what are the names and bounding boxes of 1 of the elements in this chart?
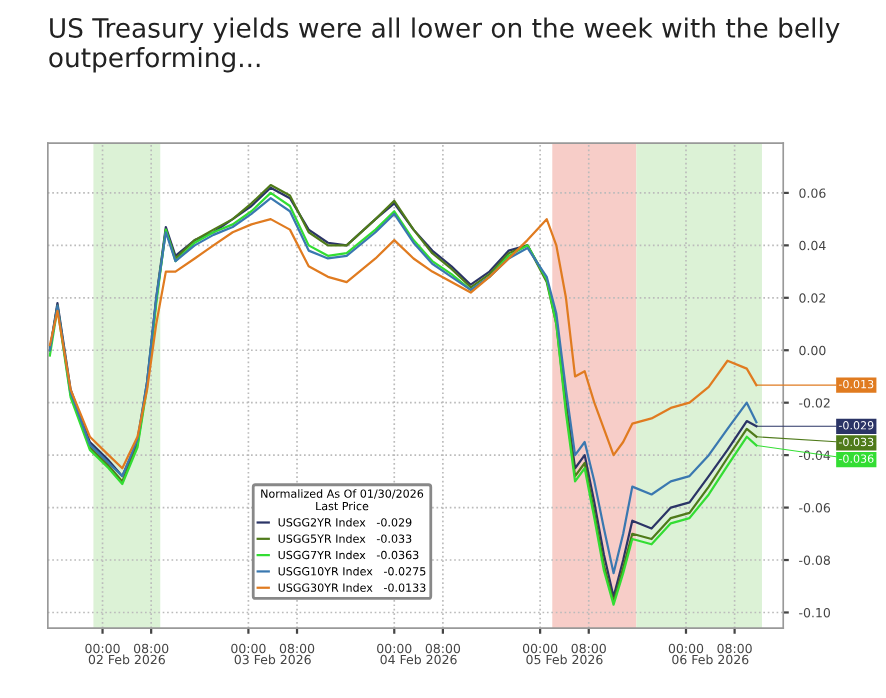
chart-title: US Treasury yields were all lower on the week with the belly outperforming...	[49, 17, 840, 73]
